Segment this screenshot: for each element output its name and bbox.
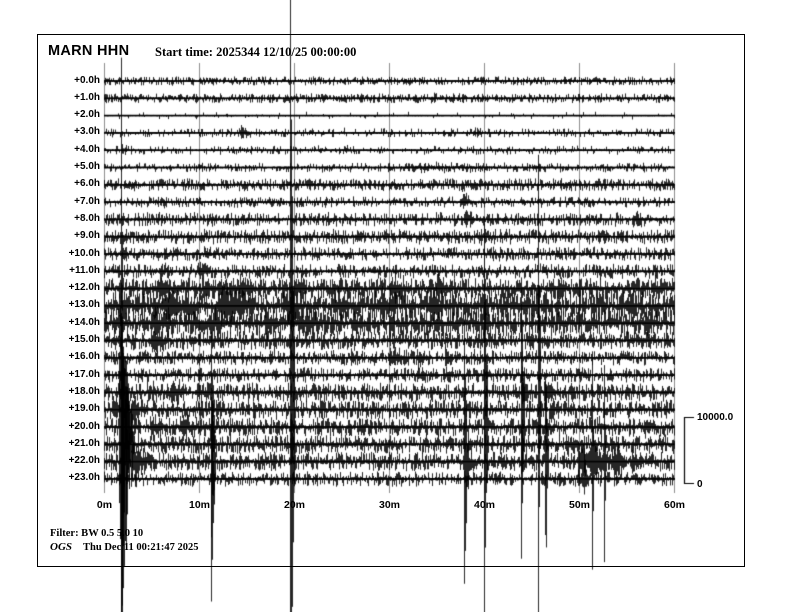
hour-label: +16.0h [68, 351, 100, 363]
x-axis-tick-label: 0m [96, 499, 113, 511]
filter-label: Filter: BW 0.5 5.0 10 [50, 528, 144, 539]
hour-label: +18.0h [68, 385, 100, 397]
hour-label: +9.0h [74, 230, 100, 242]
plot-frame [37, 34, 745, 567]
start-time-label: Start time: 2025344 12/10/25 00:00:00 [155, 45, 357, 59]
hour-label: +22.0h [68, 455, 100, 467]
station-title: MARN HHN [48, 43, 130, 59]
hour-label: +13.0h [68, 299, 100, 311]
hour-label: +7.0h [74, 195, 100, 207]
timestamp-label: Thu Dec 11 00:21:47 2025 [83, 542, 199, 553]
hour-label: +10.0h [68, 247, 100, 259]
hour-label: +17.0h [68, 368, 100, 380]
x-axis-tick-label: 60m [663, 499, 685, 511]
hour-label: +14.0h [68, 316, 100, 328]
x-axis-tick-label: 40m [473, 499, 495, 511]
scale-max-label: 10000.0 [697, 412, 734, 423]
hour-label: +21.0h [68, 437, 100, 449]
hour-label: +3.0h [74, 126, 100, 138]
hour-label: +6.0h [74, 178, 100, 190]
scale-min-label: 0 [697, 479, 703, 490]
hour-label: +19.0h [68, 403, 100, 415]
hour-label: +15.0h [68, 334, 100, 345]
x-axis-tick-label: 30m [378, 499, 400, 511]
hour-label: +20.0h [68, 420, 100, 432]
hour-label: +1.0h [74, 91, 100, 103]
x-axis-tick-label: 50m [568, 499, 590, 511]
hour-label: +4.0h [74, 143, 100, 155]
footer-line: OGS Thu Dec 11 00:21:47 2025 [50, 541, 199, 553]
hour-label: +12.0h [68, 282, 100, 294]
x-axis-tick-label: 20m [283, 499, 305, 511]
hour-label: +11.0h [69, 264, 100, 276]
x-axis-tick-label: 10m [188, 499, 210, 511]
hour-label: +8.0h [74, 212, 100, 224]
hour-label: +0.0h [74, 74, 100, 86]
hour-label: +2.0h [74, 109, 100, 121]
agency-label: OGS [50, 541, 73, 553]
hour-label: +5.0h [74, 161, 100, 172]
hour-label: +23.0h [68, 472, 100, 484]
